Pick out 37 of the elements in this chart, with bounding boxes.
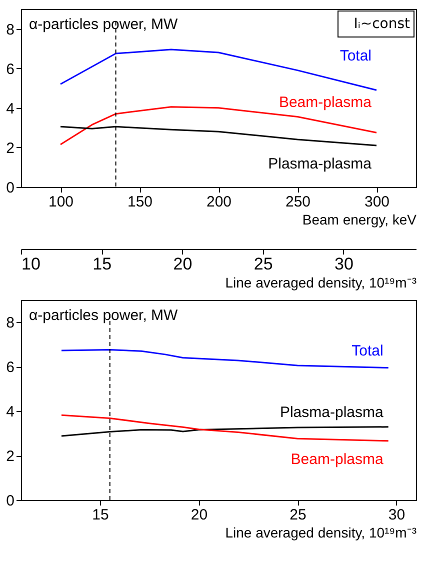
y-axis-title: α-particles power, MW [29, 16, 179, 33]
y-tick-label: 0 [6, 180, 14, 196]
x-tick-label: 150 [127, 194, 153, 210]
x-tick-label: 20 [190, 506, 208, 524]
x2-axis-title: Line averaged density, 10¹⁹m⁻³ [225, 274, 417, 290]
y-tick-label: 4 [6, 404, 14, 421]
x-tick-label: 25 [290, 506, 306, 524]
y-tick-label: 2 [6, 140, 14, 157]
y-tick-label: 2 [6, 448, 14, 466]
x-axis-title: Line averaged density, 10¹⁹m⁻³ [225, 524, 417, 540]
annotation: Iᵢ~const [354, 16, 411, 32]
x2-tick-label: 10 [22, 254, 40, 274]
line-series [60, 48, 378, 91]
x-tick-label: 30 [388, 506, 406, 524]
x-tick-label: 200 [206, 194, 232, 210]
y-tick-label: 6 [6, 60, 14, 78]
series-label: Total [340, 47, 372, 64]
y-tick-label: 0 [6, 492, 14, 510]
series-label: Total [352, 342, 384, 360]
series-label: Plasma-plasma [280, 404, 384, 421]
x-tick-label: 250 [285, 194, 311, 210]
x-tick-label: 100 [48, 194, 74, 210]
y-axis-title: α-particles power, MW [29, 307, 179, 324]
x2-tick-label: 15 [92, 254, 112, 274]
y-tick-label: 8 [6, 21, 14, 38]
x-tick-label: 15 [92, 506, 109, 524]
x-axis-title: Beam energy, keV [302, 212, 418, 228]
y-tick-label: 4 [6, 100, 14, 118]
series-label: Beam-plasma [290, 450, 384, 468]
y-tick-label: 8 [6, 314, 14, 332]
series-label: Beam-plasma [278, 94, 372, 111]
x-tick-label: 300 [364, 194, 390, 210]
x2-tick-label: 30 [334, 254, 354, 274]
x2-tick-label: 20 [173, 254, 192, 274]
x2-tick-label: 25 [254, 254, 273, 274]
series-label: Plasma-plasma [268, 155, 372, 172]
y-tick-label: 6 [6, 359, 14, 376]
